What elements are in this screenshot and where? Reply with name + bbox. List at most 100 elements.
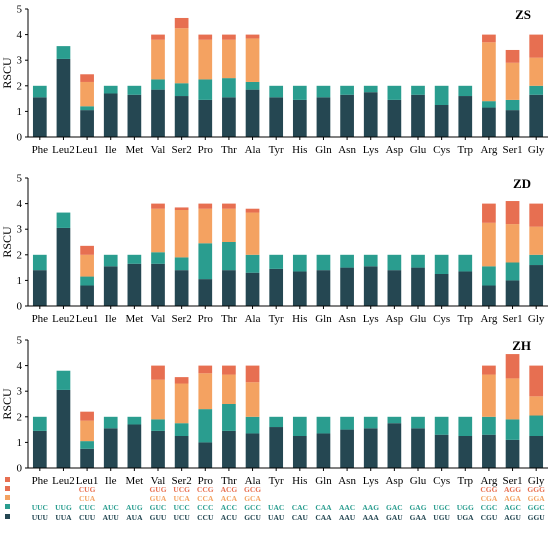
x-tick-label: Tyr bbox=[269, 475, 284, 487]
codon-label: AUG bbox=[126, 503, 143, 512]
y-tick-label: 5 bbox=[17, 173, 23, 185]
x-tick-label: Ser1 bbox=[502, 144, 522, 156]
bar-segment bbox=[340, 429, 354, 468]
bar-segment bbox=[363, 416, 378, 429]
bar-segment bbox=[292, 254, 307, 272]
bar-segment bbox=[80, 106, 94, 111]
bar-segment bbox=[151, 379, 165, 420]
bar-segment bbox=[529, 85, 544, 95]
x-tick-label: Ser2 bbox=[172, 475, 192, 487]
bar-segment bbox=[151, 419, 165, 431]
bar-segment bbox=[198, 365, 213, 374]
codon-label: CUC bbox=[79, 503, 95, 512]
bar-segment bbox=[505, 354, 520, 379]
x-tick-label: Met bbox=[125, 144, 143, 156]
bar-segment bbox=[245, 212, 260, 255]
x-tick-label: Trp bbox=[458, 475, 474, 487]
bar-segment bbox=[80, 254, 94, 277]
bar-segment bbox=[529, 265, 544, 306]
bar-segment bbox=[80, 411, 94, 421]
bar-segment bbox=[482, 42, 496, 102]
y-tick-label: 1 bbox=[17, 106, 23, 118]
x-tick-label: Ala bbox=[245, 144, 261, 156]
bar-segment bbox=[269, 268, 284, 306]
bar-segment bbox=[222, 208, 236, 242]
x-tick-label: Ser1 bbox=[502, 475, 522, 487]
codon-label: GGA bbox=[528, 494, 546, 503]
x-tick-label: Ile bbox=[105, 144, 117, 156]
bar-segment bbox=[458, 416, 473, 436]
bar-segment bbox=[505, 99, 520, 111]
codon-label: UCU bbox=[174, 513, 191, 522]
codon-swatch bbox=[5, 504, 10, 509]
bar-segment bbox=[340, 254, 354, 268]
bar-segment bbox=[151, 39, 165, 80]
codon-label: CGU bbox=[481, 513, 498, 522]
codon-label: CCG bbox=[197, 485, 214, 494]
bar-segment bbox=[482, 203, 496, 223]
bar-segment bbox=[269, 416, 284, 428]
bar-segment bbox=[80, 276, 94, 286]
bar-segment bbox=[32, 270, 47, 306]
codon-label: CGG bbox=[480, 485, 497, 494]
bar-segment bbox=[411, 94, 425, 137]
codon-label: CCC bbox=[197, 503, 213, 512]
codon-label: AGC bbox=[504, 503, 521, 512]
bar-segment bbox=[245, 81, 260, 90]
bar-segment bbox=[316, 85, 331, 98]
bar-segment bbox=[151, 365, 165, 380]
codon-label: CAA bbox=[315, 513, 332, 522]
bar-segment bbox=[127, 263, 142, 306]
bar-segment bbox=[222, 242, 236, 271]
codon-label: UUU bbox=[32, 513, 49, 522]
bar-segment bbox=[458, 271, 473, 306]
bar-segment bbox=[387, 85, 402, 100]
x-tick-label: Gln bbox=[315, 144, 332, 156]
x-tick-label: His bbox=[292, 475, 307, 487]
x-tick-label: Trp bbox=[458, 313, 474, 325]
x-tick-label: Ser2 bbox=[172, 144, 192, 156]
codon-swatch bbox=[5, 486, 10, 491]
bar-segment bbox=[482, 374, 496, 417]
bar-segment bbox=[222, 365, 236, 375]
x-tick-label: Leu1 bbox=[76, 313, 99, 325]
bar-segment bbox=[505, 49, 520, 63]
bar-segment bbox=[529, 94, 544, 137]
bar-segment bbox=[363, 92, 378, 137]
y-axis-title: RSCU bbox=[0, 388, 14, 420]
bar-segment bbox=[458, 254, 473, 272]
bar-segment bbox=[151, 263, 165, 306]
x-tick-label: Lys bbox=[363, 475, 379, 487]
y-tick-label: 2 bbox=[17, 80, 23, 92]
x-tick-label: Thr bbox=[221, 475, 237, 487]
x-tick-label: Gly bbox=[528, 313, 545, 325]
codon-label: CAC bbox=[292, 503, 308, 512]
x-tick-label: Asp bbox=[385, 313, 403, 325]
x-tick-label: Asn bbox=[338, 144, 356, 156]
codon-label: CCU bbox=[197, 513, 214, 522]
x-tick-label: Asn bbox=[338, 475, 356, 487]
codon-label: UAC bbox=[268, 503, 284, 512]
bar-segment bbox=[482, 34, 496, 43]
y-tick-label: 4 bbox=[17, 29, 23, 41]
bar-segment bbox=[151, 208, 165, 253]
y-tick-label: 1 bbox=[17, 437, 23, 449]
y-tick-label: 3 bbox=[17, 386, 23, 398]
bar-segment bbox=[482, 434, 496, 468]
y-tick-label: 4 bbox=[17, 360, 23, 372]
codon-label: GAU bbox=[386, 513, 403, 522]
x-tick-label: Lys bbox=[363, 144, 379, 156]
x-tick-label: His bbox=[292, 144, 307, 156]
bar-segment bbox=[174, 207, 189, 210]
bar-segment bbox=[340, 416, 354, 430]
bar-segment bbox=[127, 254, 142, 264]
bar-segment bbox=[505, 201, 520, 225]
bar-segment bbox=[411, 416, 425, 429]
y-tick-label: 0 bbox=[17, 301, 23, 313]
bar-segment bbox=[529, 254, 544, 266]
bar-segment bbox=[482, 285, 496, 306]
bar-segment bbox=[56, 370, 71, 390]
x-tick-label: Glu bbox=[410, 475, 427, 487]
bar-segment bbox=[198, 279, 213, 306]
